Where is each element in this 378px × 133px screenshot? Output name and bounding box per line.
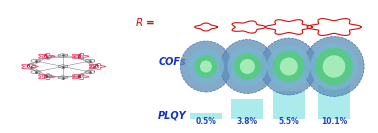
Ellipse shape [200,61,212,72]
FancyBboxPatch shape [273,91,305,119]
Ellipse shape [304,37,364,96]
Ellipse shape [280,58,298,75]
Text: COFs: COFs [158,57,186,67]
Ellipse shape [228,47,267,86]
Text: 5.5%: 5.5% [279,117,299,126]
Ellipse shape [180,41,232,92]
Text: R: R [44,54,48,58]
Text: R: R [78,75,81,79]
Text: 0.5%: 0.5% [195,117,216,126]
Ellipse shape [323,55,345,78]
Ellipse shape [310,43,358,90]
Text: R: R [78,54,81,58]
Text: 3.8%: 3.8% [237,117,258,126]
Text: PLQY: PLQY [158,110,186,120]
FancyBboxPatch shape [231,99,263,119]
Text: R: R [44,75,48,79]
FancyBboxPatch shape [190,113,222,119]
Ellipse shape [273,51,305,82]
Text: R: R [27,65,31,68]
Ellipse shape [220,40,274,93]
Text: 10.1%: 10.1% [321,117,347,126]
Ellipse shape [267,45,311,88]
Ellipse shape [234,53,261,80]
Ellipse shape [260,38,318,95]
Text: $\mathit{R}$ =: $\mathit{R}$ = [135,16,156,28]
Ellipse shape [315,48,353,85]
Text: R: R [95,65,98,68]
FancyBboxPatch shape [318,72,350,119]
Ellipse shape [188,49,224,84]
Ellipse shape [240,59,255,74]
Ellipse shape [195,55,217,78]
